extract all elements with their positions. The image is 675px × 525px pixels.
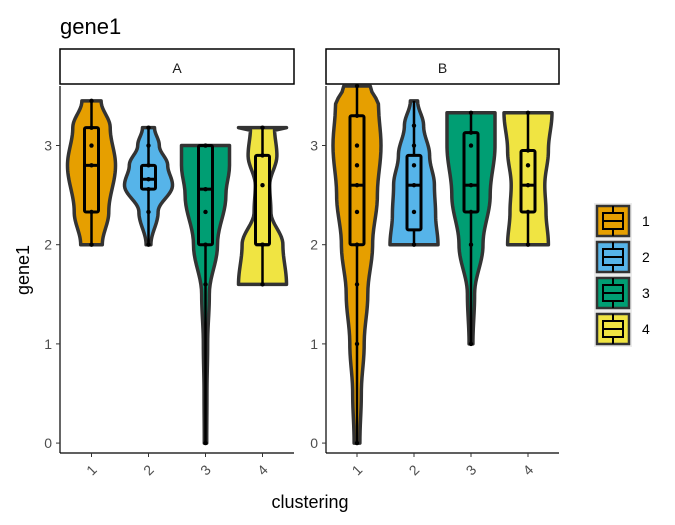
facet-strip-label: B: [438, 60, 447, 76]
data-point: [89, 242, 94, 247]
violin-group-2: [388, 99, 440, 247]
data-point: [354, 83, 360, 89]
data-point: [260, 242, 265, 247]
violin-group-4: [502, 110, 554, 247]
legend-entry-3: 3: [594, 275, 650, 311]
data-point: [146, 242, 151, 247]
legend-entry-4: 4: [594, 311, 650, 347]
data-point: [354, 209, 360, 215]
data-point: [411, 163, 417, 168]
data-point: [146, 177, 151, 182]
data-point: [354, 440, 360, 446]
data-point: [89, 98, 94, 104]
data-point: [525, 110, 531, 115]
violin-group-1: [65, 98, 118, 247]
data-point: [354, 163, 360, 168]
facet-strip: [325, 48, 560, 85]
data-point: [260, 282, 265, 287]
x-tick-label: 4: [520, 461, 537, 478]
data-point: [260, 125, 265, 130]
data-point: [525, 182, 531, 188]
data-point: [354, 143, 360, 148]
data-point: [89, 163, 94, 168]
data-point: [411, 143, 417, 148]
violin-group-2: [122, 125, 175, 247]
data-point: [525, 163, 531, 168]
data-point: [146, 186, 151, 192]
y-tick-label: 2: [44, 237, 52, 253]
x-tick-label: 3: [463, 461, 480, 478]
x-tick-label: 2: [140, 461, 157, 478]
data-point: [89, 209, 94, 215]
facet-panel-B: B 0 1 2 3 1 2 3 4: [310, 48, 560, 478]
data-point: [354, 282, 360, 287]
chart-title: gene1: [60, 14, 121, 39]
data-point: [203, 143, 208, 148]
facet-panels: A 0 1 2 3 1 2 3 4 B 0 1 2 3 1 2 3 4: [44, 48, 560, 478]
data-point: [468, 242, 474, 247]
data-point: [468, 341, 474, 347]
violin-group-4: [236, 125, 289, 287]
y-tick-label: 2: [310, 237, 318, 253]
data-point: [260, 153, 265, 158]
data-point: [260, 182, 265, 188]
facet-strip-label: A: [172, 60, 182, 76]
y-tick-label: 3: [310, 138, 318, 154]
data-point: [146, 163, 151, 168]
data-point: [411, 123, 417, 128]
data-point: [354, 242, 360, 247]
legend-entry-1: 1: [594, 203, 650, 239]
data-point: [525, 148, 531, 153]
y-axis-title: gene1: [13, 245, 33, 295]
x-tick-label: 2: [406, 461, 423, 478]
legend-label: 3: [642, 285, 650, 301]
facet-strip: [59, 48, 295, 85]
legend-label: 4: [642, 321, 650, 337]
data-point: [525, 242, 531, 247]
y-tick-label: 1: [310, 336, 318, 352]
data-point: [146, 125, 151, 130]
x-tick-label: 4: [254, 461, 271, 478]
legend-label: 2: [642, 249, 650, 265]
data-point: [203, 282, 208, 287]
data-point: [468, 130, 474, 135]
data-point: [354, 341, 360, 347]
data-point: [411, 182, 417, 188]
x-tick-label: 3: [197, 461, 214, 478]
x-axis-title: clustering: [271, 492, 348, 512]
data-point: [468, 209, 474, 215]
legend: 1 2 3 4: [594, 203, 650, 347]
data-point: [146, 143, 151, 148]
data-point: [203, 440, 208, 446]
box-2: [405, 153, 423, 232]
data-point: [468, 143, 474, 148]
data-point: [203, 186, 208, 192]
y-tick-label: 3: [44, 138, 52, 154]
data-point: [411, 242, 417, 247]
data-point: [354, 182, 360, 188]
data-point: [203, 242, 208, 247]
legend-label: 1: [642, 213, 650, 229]
data-point: [525, 209, 531, 215]
data-point: [354, 113, 360, 118]
data-point: [203, 209, 208, 215]
data-point: [89, 125, 94, 130]
data-point: [411, 209, 417, 215]
y-tick-label: 0: [310, 435, 318, 451]
data-point: [146, 209, 151, 215]
violin-group-1: [331, 83, 383, 446]
facet-panel-A: A 0 1 2 3 1 2 3 4: [44, 48, 295, 478]
data-point: [468, 182, 474, 188]
y-tick-label: 0: [44, 435, 52, 451]
x-tick-label: 1: [349, 461, 366, 478]
violin-group-3: [179, 143, 232, 446]
violin-group-3: [445, 110, 497, 347]
y-tick-label: 1: [44, 336, 52, 352]
data-point: [89, 143, 94, 148]
legend-entry-2: 2: [594, 239, 650, 275]
x-tick-label: 1: [83, 461, 100, 478]
data-point: [468, 110, 474, 115]
